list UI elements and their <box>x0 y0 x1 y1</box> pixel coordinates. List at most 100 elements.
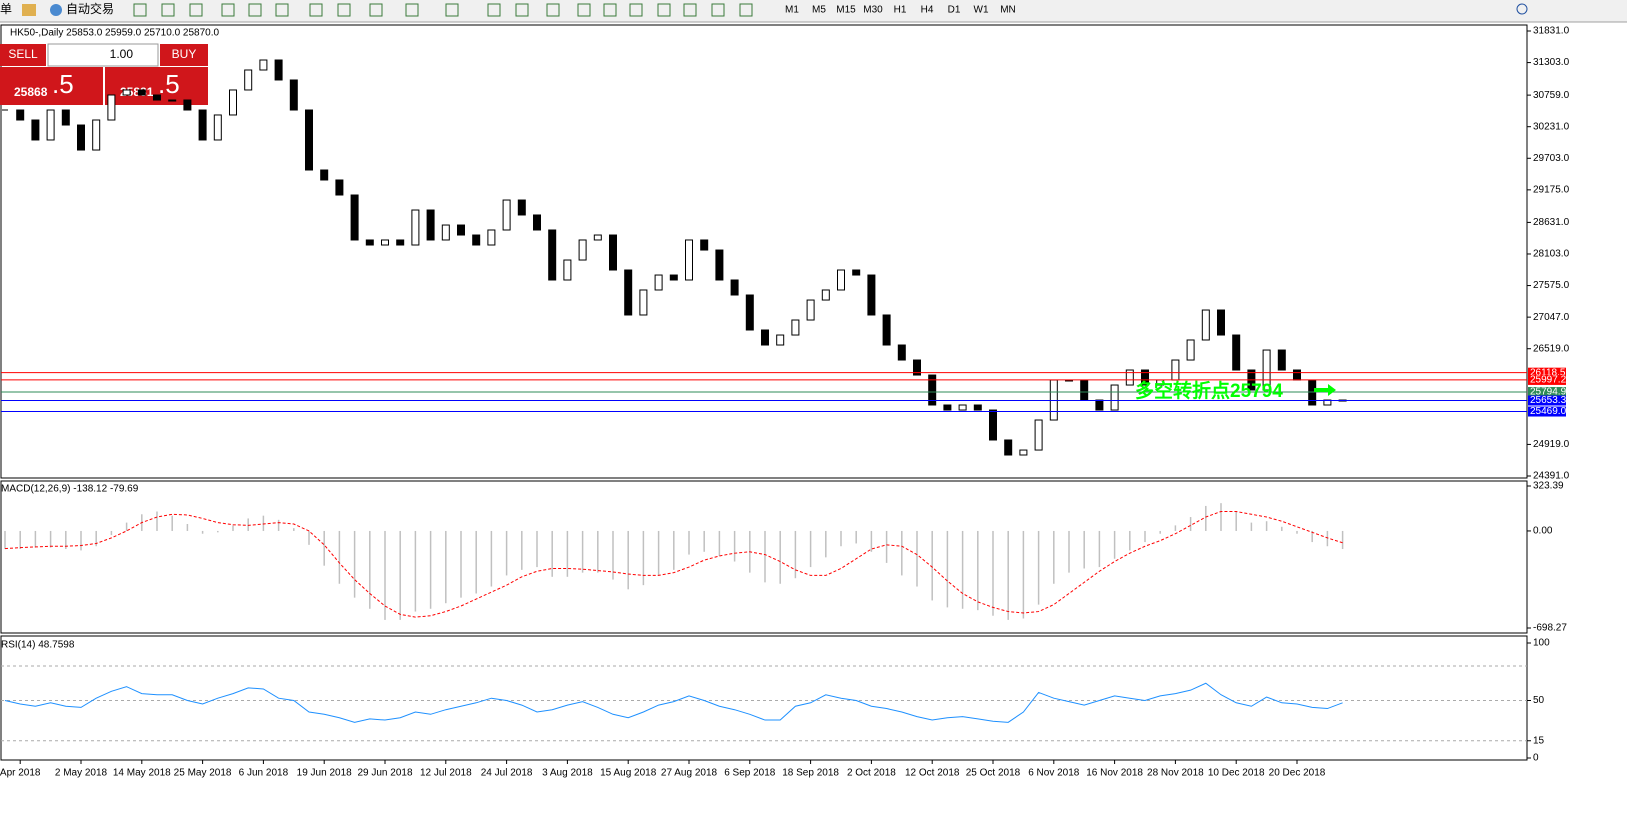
auto-trade-button[interactable]: 自动交易 <box>66 1 114 16</box>
level-tag <box>1528 387 1566 398</box>
candle <box>153 94 161 101</box>
tool-icon[interactable] <box>405 3 419 17</box>
timeframe-button[interactable]: M30 <box>863 5 883 16</box>
y-tick-label: 0.00 <box>1533 526 1553 537</box>
bid-box[interactable] <box>0 67 103 105</box>
buy-button[interactable] <box>160 44 208 66</box>
x-tick-label: 19 Jun 2018 <box>297 768 352 779</box>
lot-value[interactable]: 1.00 <box>110 47 134 61</box>
rsi-line <box>4 682 1343 723</box>
x-tick-label: 28 Nov 2018 <box>1147 768 1204 779</box>
tool-icon[interactable] <box>161 3 175 17</box>
timeframe-button[interactable]: M15 <box>836 5 856 16</box>
candle <box>1277 349 1286 371</box>
tool-icons <box>133 3 753 17</box>
lot-input[interactable] <box>47 43 159 67</box>
candle <box>837 269 845 291</box>
search-icon <box>1516 3 1528 15</box>
tool-icon[interactable] <box>221 3 235 17</box>
tool-icon[interactable] <box>445 3 459 17</box>
candle <box>381 239 389 246</box>
tool-icon[interactable] <box>739 3 753 17</box>
candle <box>1201 309 1210 341</box>
x-tick-label: 10 Dec 2018 <box>1208 768 1265 779</box>
tool-icon[interactable] <box>487 3 501 17</box>
tool-icon[interactable] <box>546 3 560 17</box>
candle <box>107 94 116 121</box>
x-tick-label: 15 Aug 2018 <box>600 768 657 779</box>
candle <box>882 314 891 346</box>
tool-icon[interactable] <box>248 3 262 17</box>
candle <box>791 319 800 336</box>
candle <box>669 274 678 281</box>
candle <box>1110 384 1119 411</box>
candle <box>715 249 724 281</box>
timeframe-button[interactable]: M5 <box>812 5 826 16</box>
candle <box>730 279 739 296</box>
candle <box>168 99 177 102</box>
price-panel <box>0 24 1528 479</box>
candle <box>16 109 25 121</box>
rsi-title: RSI(14) 48.7598 <box>1 640 75 651</box>
x-tick-label: 6 Nov 2018 <box>1028 768 1080 779</box>
x-tick-label: 24 Jul 2018 <box>481 768 533 779</box>
level-label: 25469.0 <box>1530 406 1567 417</box>
chart-header: HK50-,Daily 25853.0 25959.0 25710.0 2587… <box>10 28 219 39</box>
timeframe-button[interactable]: MN <box>1000 5 1016 16</box>
tool-icon[interactable] <box>515 3 529 17</box>
tool-icon[interactable] <box>657 3 671 17</box>
candle <box>821 289 830 301</box>
timeframe-button[interactable]: H4 <box>921 5 934 16</box>
tool-icon[interactable] <box>577 3 591 17</box>
icon[interactable] <box>22 4 36 16</box>
sell-label[interactable]: SELL <box>8 47 38 61</box>
tool-icon[interactable] <box>711 3 725 17</box>
level-tag <box>1528 367 1566 378</box>
candle <box>867 274 876 316</box>
candle <box>624 269 633 316</box>
tool-icon[interactable] <box>629 3 643 17</box>
candle <box>77 124 85 151</box>
candle <box>685 239 693 281</box>
x-tick-label: 16 Nov 2018 <box>1086 768 1143 779</box>
bid-pip[interactable]: .5 <box>52 69 74 99</box>
y-tick-label: 29175.0 <box>1533 185 1570 196</box>
candle <box>943 404 952 411</box>
y-tick-label: 31303.0 <box>1533 57 1570 68</box>
candle <box>639 289 648 316</box>
candle <box>1034 419 1043 451</box>
tool-icon[interactable] <box>189 3 203 17</box>
bid-price[interactable]: 25868 <box>14 85 48 99</box>
candle <box>989 409 997 441</box>
tool-icon[interactable] <box>369 3 383 17</box>
candle <box>517 199 526 216</box>
candle <box>441 224 450 241</box>
candle <box>274 59 283 81</box>
tool-icon[interactable] <box>683 3 697 17</box>
icon-auto-trade[interactable] <box>50 4 62 16</box>
x-tick-label: 18 Sep 2018 <box>782 768 839 779</box>
timeframe-button[interactable]: W1 <box>974 5 989 16</box>
ask-pip[interactable]: .5 <box>158 69 180 99</box>
timeframe-button[interactable]: H1 <box>894 5 907 16</box>
x-tick-label: 25 May 2018 <box>174 768 232 779</box>
timeframe-button[interactable]: D1 <box>948 5 961 16</box>
x-tick-label: 12 Jul 2018 <box>420 768 472 779</box>
candle <box>502 199 511 231</box>
candle <box>1186 339 1195 361</box>
tool-icon[interactable] <box>275 3 289 17</box>
x-tick-label: 27 Aug 2018 <box>661 768 718 779</box>
tool-icon[interactable] <box>337 3 351 17</box>
level-label: 25653.3 <box>1530 395 1567 406</box>
level-label: 25794.9 <box>1530 387 1567 398</box>
tool-icon[interactable] <box>603 3 617 17</box>
tool-icon[interactable] <box>133 3 147 17</box>
timeframe-button[interactable]: M1 <box>785 5 799 16</box>
ask-price[interactable]: 25881 <box>120 85 154 99</box>
tool-icon[interactable] <box>309 3 323 17</box>
sell-button[interactable] <box>0 44 46 66</box>
toolbar-menu[interactable]: 单 <box>0 2 12 16</box>
buy-label[interactable]: BUY <box>172 47 197 61</box>
candle <box>806 299 815 321</box>
